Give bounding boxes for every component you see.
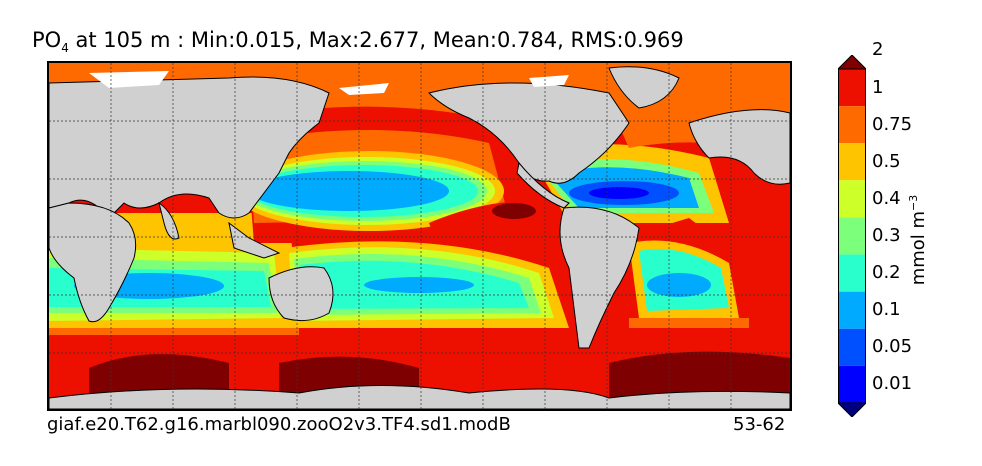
colorbar-tick-label: 0.5	[872, 150, 901, 172]
colorbar	[838, 55, 866, 417]
north-pacific	[234, 106, 529, 243]
colorbar-unit: mmol m−3	[907, 194, 929, 286]
colorbar-tick-label: 0.3	[872, 225, 901, 246]
year-range: 53-62	[733, 414, 786, 435]
colorbar-swatch	[838, 69, 866, 107]
colorbar-swatch	[838, 328, 866, 366]
colorbar-swatch	[838, 143, 866, 181]
colorbar-tick-label: 0.75	[872, 113, 913, 135]
colorbar-tick-label: 1	[872, 76, 884, 98]
colorbar-tick-label: 0.1	[872, 299, 901, 321]
title-stats: at 105 m : Min:0.015, Max:2.677, Mean:0.…	[68, 28, 684, 52]
colorbar-outline	[838, 68, 866, 404]
ocean-map	[47, 61, 792, 411]
title-variable: PO	[32, 28, 62, 52]
south-pacific	[284, 241, 569, 328]
colorbar-swatch	[838, 291, 866, 329]
case-name: giaf.e20.T62.g16.marbl090.zooO2v3.TF4.sd…	[47, 414, 511, 435]
colorbar-extend-max	[838, 55, 866, 70]
sea-ice	[89, 71, 569, 95]
colorbar-swatch	[838, 254, 866, 292]
colorbar-tick-label: 0.01	[872, 373, 913, 395]
colorbar-swatch	[838, 180, 866, 218]
colorbar-tick-label: 0.4	[872, 187, 901, 209]
title-subscript: 4	[61, 41, 69, 56]
colorbar-swatch	[838, 365, 866, 403]
colorbar-extend-min	[838, 402, 866, 417]
land	[49, 66, 790, 409]
colorbar-tick-label: 0.2	[872, 262, 901, 284]
colorbar-tick-label: 2	[872, 39, 884, 61]
lat-lon-grid	[49, 63, 790, 409]
plot-title: PO4 at 105 m : Min:0.015, Max:2.677, Mea…	[32, 28, 684, 55]
colorbar-tick-label: 0.05	[872, 336, 913, 358]
colorbar-swatch	[838, 106, 866, 144]
peru-upwelling	[492, 203, 536, 219]
colorbar-swatch	[838, 217, 866, 255]
